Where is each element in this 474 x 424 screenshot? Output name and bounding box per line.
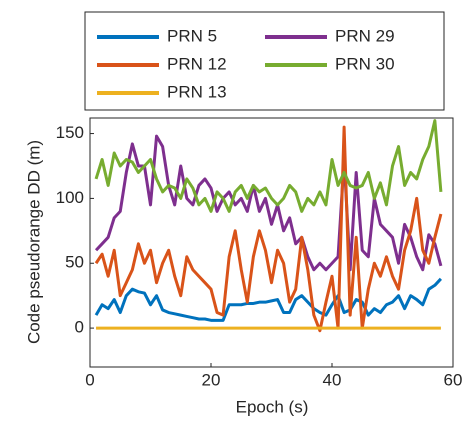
series-line [94, 277, 442, 322]
series-line [94, 125, 443, 333]
y-tick-label: 50 [65, 253, 84, 272]
legend-label: PRN 5 [167, 26, 217, 45]
legend-label: PRN 13 [167, 82, 227, 101]
x-tick-label: 20 [202, 370, 221, 389]
legend-label: PRN 12 [167, 54, 227, 73]
x-tick-label: 40 [323, 370, 342, 389]
legend-label: PRN 29 [335, 26, 395, 45]
y-tick-label: 0 [75, 318, 84, 337]
y-tick-label: 150 [56, 123, 84, 142]
x-tick-label: 60 [444, 370, 463, 389]
series-line [94, 134, 443, 272]
x-axis-label: Epoch (s) [236, 397, 309, 416]
legend-label: PRN 30 [335, 54, 395, 73]
plot-frame [89, 117, 454, 368]
x-tick-label: 0 [85, 370, 94, 389]
y-tick-label: 100 [56, 188, 84, 207]
y-axis-label: Code pseudorange DD (m) [24, 140, 43, 344]
series-line [94, 119, 443, 213]
